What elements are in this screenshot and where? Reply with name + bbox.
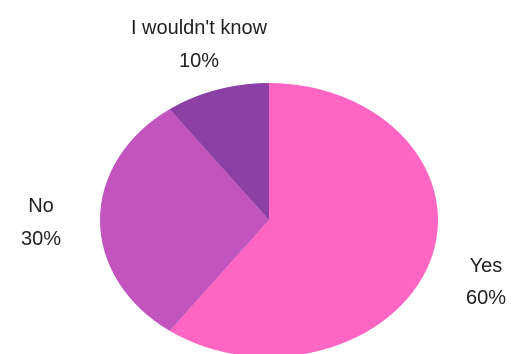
- pie-slices: [99, 83, 438, 354]
- pie-slice-i-wouldn-t-know: [169, 83, 269, 220]
- pie-slice-yes: [169, 83, 438, 354]
- slice-label-no: No: [28, 195, 54, 217]
- slice-label-yes: Yes: [470, 255, 503, 277]
- slice-label-i-wouldnt-know: I wouldn't know: [131, 17, 268, 39]
- slice-value-no: 30%: [21, 228, 61, 250]
- slice-value-yes: 60%: [466, 287, 506, 309]
- slice-value-i-wouldnt-know: 10%: [179, 50, 219, 72]
- pie-slice-no: [99, 109, 269, 331]
